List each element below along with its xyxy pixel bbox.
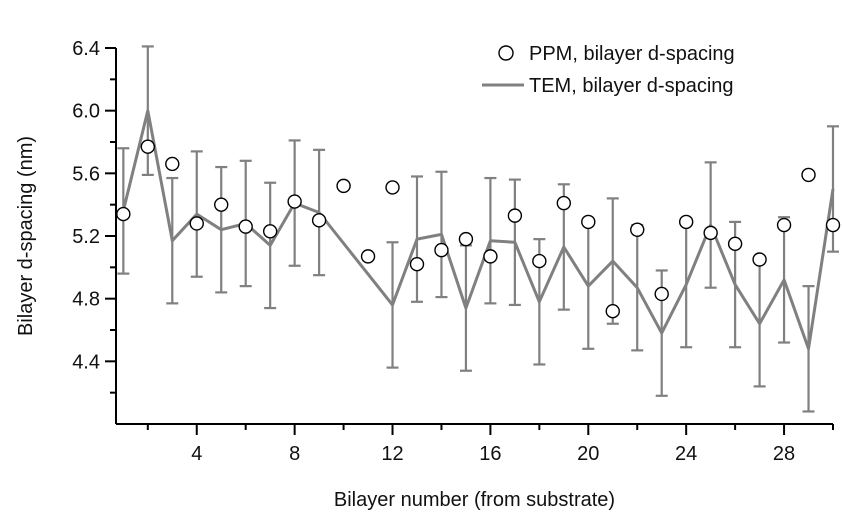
ppm-point bbox=[581, 214, 596, 230]
ppm-point bbox=[776, 217, 792, 233]
ppm-point bbox=[483, 249, 498, 264]
ppm-point bbox=[630, 222, 645, 237]
ppm-point bbox=[140, 139, 156, 154]
ppm-point bbox=[165, 156, 180, 172]
ppm-point bbox=[360, 249, 376, 264]
ppm-point bbox=[752, 252, 767, 267]
x-tick-label: 8 bbox=[289, 443, 300, 465]
y-tick-label: 5.6 bbox=[72, 163, 100, 185]
ppm-point bbox=[532, 253, 547, 269]
ppm-point bbox=[458, 231, 474, 247]
y-tick-label: 5.2 bbox=[72, 226, 100, 248]
ticks: 4.4 4.8 5.2 5.6 6.0 6.4 4 8 12 16 20 24 28 bbox=[72, 38, 834, 465]
ppm-point bbox=[801, 167, 816, 183]
y-tick-label: 4.8 bbox=[72, 289, 100, 311]
x-tick-label: 4 bbox=[191, 443, 202, 465]
ppm-point bbox=[116, 206, 131, 222]
legend: PPM, bilayer d-spacing TEM, bilayer d-sp… bbox=[482, 43, 735, 97]
ppm-point bbox=[409, 257, 425, 272]
ppm-point bbox=[214, 197, 229, 212]
ppm-point bbox=[727, 236, 743, 252]
ppm-point bbox=[434, 242, 449, 258]
ppm-point bbox=[654, 286, 669, 302]
ppm-point bbox=[385, 180, 400, 195]
ppm-point bbox=[605, 304, 620, 319]
ppm-series-points bbox=[116, 139, 841, 319]
y-tick-label: 4.4 bbox=[72, 351, 100, 373]
ppm-point bbox=[825, 217, 841, 233]
legend-ppm-marker-icon bbox=[498, 45, 514, 61]
x-tick-label: 20 bbox=[577, 443, 599, 465]
ppm-point bbox=[189, 216, 204, 231]
ppm-point bbox=[311, 213, 327, 228]
legend-tem-label: TEM, bilayer d-spacing bbox=[529, 75, 734, 97]
ppm-point bbox=[238, 219, 253, 234]
x-tick-label: 24 bbox=[675, 443, 697, 465]
x-tick-label: 12 bbox=[381, 443, 403, 465]
y-tick-label: 6.0 bbox=[72, 101, 100, 123]
y-tick-label: 6.4 bbox=[72, 38, 100, 60]
x-axis-title: Bilayer number (from substrate) bbox=[334, 489, 615, 511]
ppm-point bbox=[287, 194, 302, 209]
ppm-point bbox=[703, 225, 718, 241]
ppm-point bbox=[336, 178, 351, 194]
x-tick-label: 28 bbox=[773, 443, 795, 465]
axes bbox=[115, 48, 833, 425]
ppm-point bbox=[262, 224, 278, 239]
legend-ppm-label: PPM, bilayer d-spacing bbox=[529, 43, 735, 65]
x-tick-label: 16 bbox=[479, 443, 501, 465]
ppm-point bbox=[556, 195, 572, 211]
ppm-point bbox=[678, 214, 694, 230]
y-axis-title: Bilayer d-spacing (nm) bbox=[15, 136, 37, 336]
ppm-point bbox=[507, 208, 523, 223]
tem-series-line bbox=[121, 109, 835, 351]
